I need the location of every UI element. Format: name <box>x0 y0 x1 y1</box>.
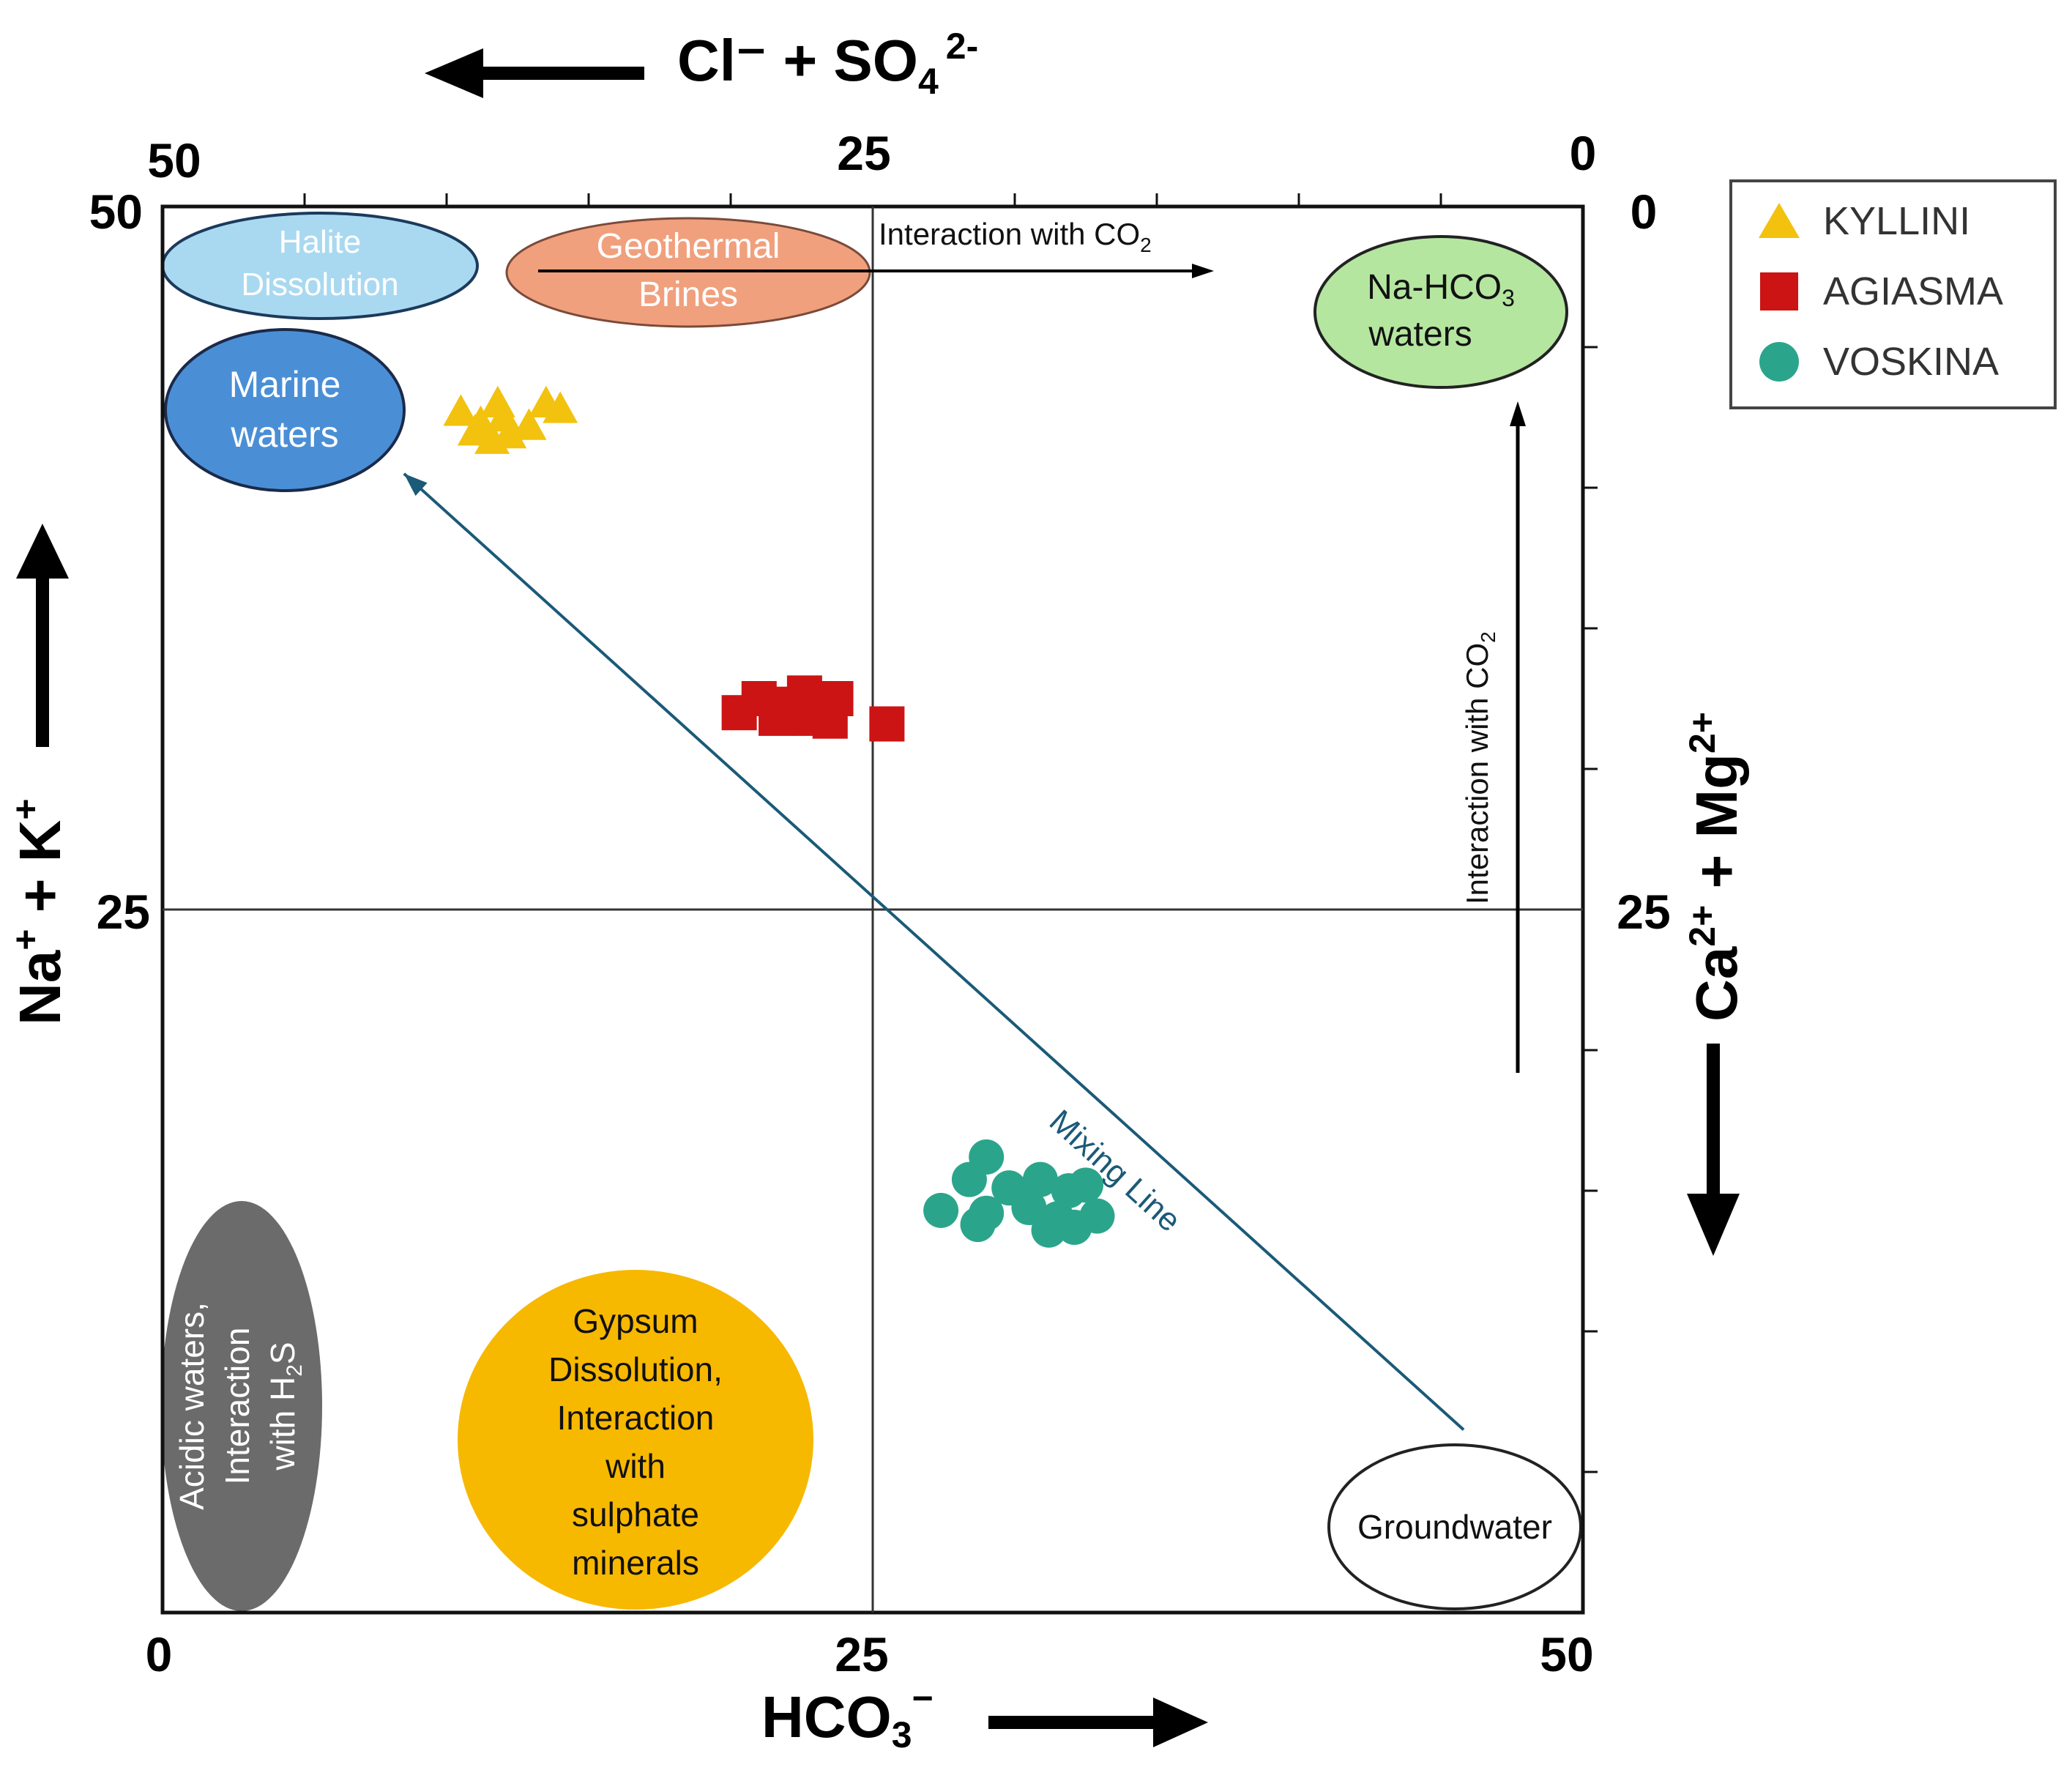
point-voskina <box>1057 1209 1092 1245</box>
co2-vertical-arrow-head <box>1510 401 1526 426</box>
zone-marine-line2: waters <box>230 414 338 455</box>
co2-vertical-label: Interaction with CO2 <box>1460 631 1499 904</box>
point-voskina <box>1022 1161 1058 1197</box>
point-kyllini <box>543 391 578 423</box>
zone-gypsum-line2: Dissolution, <box>548 1350 723 1388</box>
zone-acidic-line2: Interaction <box>218 1328 256 1485</box>
series-agiasma <box>721 675 905 742</box>
co2-horizontal-label: Interaction with CO2 <box>879 217 1152 256</box>
bottom-tick-label-50: 50 <box>1540 1627 1593 1681</box>
point-kyllini <box>491 417 527 449</box>
plot-frame <box>160 193 1598 1615</box>
point-agiasma <box>869 706 905 742</box>
legend-marker-agiasma <box>1760 272 1798 311</box>
zone-nahco3-line1: Na-HCO3 <box>1367 268 1515 311</box>
zones: Halite Dissolution Geothermal Brines Na-… <box>161 212 1582 1611</box>
axis-numbers: 50 25 0 0 25 50 50 25 0 25 <box>89 126 1671 1681</box>
right-tick-marks <box>1583 346 1598 1473</box>
top-axis-title: Cl⁻ + SO42- <box>425 26 978 102</box>
top-tick-label-0: 0 <box>1570 126 1597 180</box>
series-voskina <box>923 1139 1115 1248</box>
top-tick-label-25: 25 <box>837 126 890 180</box>
zone-brines-line1: Geothermal <box>597 227 780 266</box>
bottom-axis-label: HCO3− <box>761 1678 933 1755</box>
zone-gypsum-line4: with <box>605 1447 666 1485</box>
left-axis-title: Na+ + K+ <box>5 524 72 1025</box>
co2-horizontal-arrow-head <box>1192 264 1214 278</box>
right-tick-label-25: 25 <box>1617 885 1670 939</box>
right-direction-arrow-head <box>1687 1194 1740 1256</box>
left-axis-label: Na+ + K+ <box>5 798 72 1025</box>
zone-acidic-waters: Acidic waters, Interaction with H2S <box>161 1201 322 1611</box>
zone-nahco3-line2: waters <box>1368 315 1472 354</box>
co2-horizontal-annotation: Interaction with CO2 <box>538 217 1214 278</box>
point-agiasma <box>759 700 794 736</box>
zone-gypsum-dissolution: Gypsum Dissolution, Interaction with sul… <box>458 1270 813 1610</box>
left-tick-label-25: 25 <box>97 885 150 939</box>
legend-label-kyllini: KYLLINI <box>1823 199 1970 243</box>
right-axis-label: Ca2+ + Mg2+ <box>1682 712 1749 1022</box>
point-voskina <box>1031 1212 1067 1248</box>
point-kyllini <box>457 414 493 446</box>
zone-gypsum-line1: Gypsum <box>573 1302 698 1340</box>
legend-marker-kyllini <box>1759 203 1800 238</box>
zone-brines-line2: Brines <box>638 275 738 314</box>
top-tick-label-50: 50 <box>147 133 201 187</box>
legend: KYLLINI AGIASMA VOSKINA <box>1729 179 2057 409</box>
mixing-line <box>403 472 1465 1431</box>
legend-label-agiasma: AGIASMA <box>1823 269 2003 313</box>
zone-gypsum-line5: sulphate <box>572 1495 699 1533</box>
co2-vertical-annotation: Interaction with CO2 <box>1460 401 1526 1073</box>
point-kyllini <box>443 394 479 426</box>
point-kyllini <box>511 408 547 440</box>
legend-label-voskina: VOSKINA <box>1823 340 1999 384</box>
right-tick-label-0: 0 <box>1631 185 1658 239</box>
top-axis-label: Cl⁻ + SO42- <box>677 26 978 102</box>
data-points <box>443 385 1115 1248</box>
zone-na-hco3-waters: Na-HCO3 waters <box>1313 235 1568 389</box>
top-tick-marks <box>303 193 1442 207</box>
top-direction-arrow-head <box>425 48 483 98</box>
point-voskina <box>923 1192 959 1228</box>
annotations: Interaction with CO2 Interaction with CO… <box>403 217 1526 1431</box>
point-voskina <box>1068 1167 1103 1203</box>
zone-gypsum-line6: minerals <box>572 1544 699 1582</box>
zone-halite-line1: Halite <box>279 224 362 260</box>
zone-halite-dissolution: Halite Dissolution <box>161 212 479 320</box>
right-axis-title: Ca2+ + Mg2+ <box>1682 712 1749 1256</box>
left-direction-arrow-head <box>16 524 69 579</box>
zone-groundwater-label: Groundwater <box>1357 1508 1552 1546</box>
bottom-axis-title: HCO3− <box>761 1678 1208 1755</box>
bottom-direction-arrow-head <box>1153 1698 1208 1747</box>
zone-acidic-line1: Acidic waters, <box>173 1302 211 1510</box>
point-voskina <box>951 1161 987 1197</box>
point-voskina <box>1011 1190 1047 1226</box>
point-voskina <box>960 1207 996 1243</box>
mixing-line-arrow-head <box>403 473 428 497</box>
zone-gypsum-line3: Interaction <box>557 1399 715 1437</box>
bottom-tick-label-25: 25 <box>835 1627 888 1681</box>
legend-marker-voskina <box>1759 342 1799 382</box>
zone-groundwater: Groundwater <box>1327 1443 1582 1610</box>
zone-acidic-line3: with H2S <box>264 1342 307 1470</box>
point-agiasma <box>812 703 848 739</box>
axis-titles: Cl⁻ + SO42- HCO3− Na+ + K+ Ca2+ + Mg2+ <box>5 26 1749 1755</box>
zone-halite-line2: Dissolution <box>241 267 398 302</box>
zone-marine-waters: Marine waters <box>164 328 406 492</box>
bottom-tick-label-0: 0 <box>146 1627 173 1681</box>
left-tick-label-50: 50 <box>89 185 143 239</box>
series-kyllini <box>443 385 578 454</box>
zone-marine-line1: Marine <box>229 364 341 405</box>
